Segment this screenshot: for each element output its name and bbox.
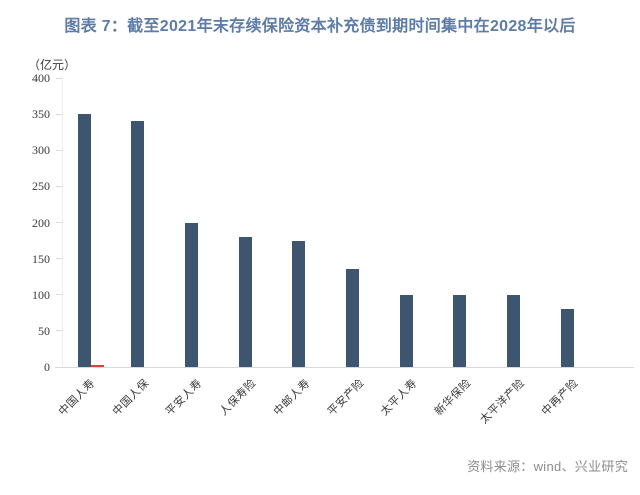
- y-axis-unit-label: （亿元）: [28, 58, 77, 72]
- y-axis-line: [62, 78, 63, 367]
- y-axis-tick: [56, 258, 62, 260]
- y-axis-tick: [56, 330, 62, 332]
- y-axis-tick-label: 100: [32, 287, 50, 302]
- y-axis-tick-label: 150: [32, 251, 50, 266]
- bar-series2: [91, 364, 104, 367]
- x-axis-line: [55, 367, 634, 368]
- bar-series1: [399, 294, 413, 367]
- y-axis-tick: [56, 222, 62, 223]
- x-axis-label: 太平洋产险: [478, 377, 528, 427]
- y-axis-tick: [56, 77, 62, 79]
- chart-title: 图表 7：截至2021年末存续保险资本补充债到期时间集中在2028年以后: [64, 18, 576, 35]
- bar-series1: [77, 114, 91, 367]
- y-axis-tick-label: 50: [38, 323, 50, 338]
- y-axis-tick: [56, 294, 62, 296]
- x-axis-label: 人保寿险: [217, 377, 259, 419]
- bar-series1: [131, 121, 145, 367]
- bar-series1: [453, 294, 467, 367]
- y-axis-tick-label: 0: [44, 360, 50, 374]
- bar-series1: [346, 269, 359, 367]
- y-axis-tick: [56, 149, 62, 151]
- y-axis-tick: [56, 113, 62, 115]
- plot-area: 0 50 100 150 200 250 300 350 400 中国人寿 中国人保 平安人寿 人保寿险…: [32, 71, 634, 426]
- x-axis-label: 中国人保: [110, 377, 152, 419]
- y-axis-tick-label: 400: [32, 71, 50, 85]
- y-axis-tick-label: 250: [32, 179, 50, 194]
- x-axis-label: 平安产险: [325, 377, 367, 419]
- bar-series1: [560, 309, 574, 367]
- y-axis-tick: [56, 366, 62, 368]
- x-axis-label: 中国人寿: [56, 377, 98, 419]
- y-axis-tick: [56, 185, 62, 187]
- x-axis-label: 太平人寿: [378, 377, 420, 419]
- bar-series1: [507, 294, 521, 367]
- bar-series1: [238, 236, 252, 367]
- y-axis-tick-label: 300: [32, 143, 50, 158]
- y-axis-tick-label: 350: [32, 107, 50, 122]
- x-axis-label: 新华保险: [432, 377, 474, 419]
- bar-series1: [292, 240, 306, 367]
- x-axis-label: 中再产险: [539, 377, 581, 419]
- x-axis-label: 中邮人寿: [271, 377, 313, 419]
- y-axis-tick-label: 200: [32, 215, 50, 230]
- x-axis-label: 平安人寿: [164, 377, 206, 419]
- source-note: 资料来源：wind、兴业研究: [467, 459, 628, 474]
- bar-series1: [184, 222, 198, 367]
